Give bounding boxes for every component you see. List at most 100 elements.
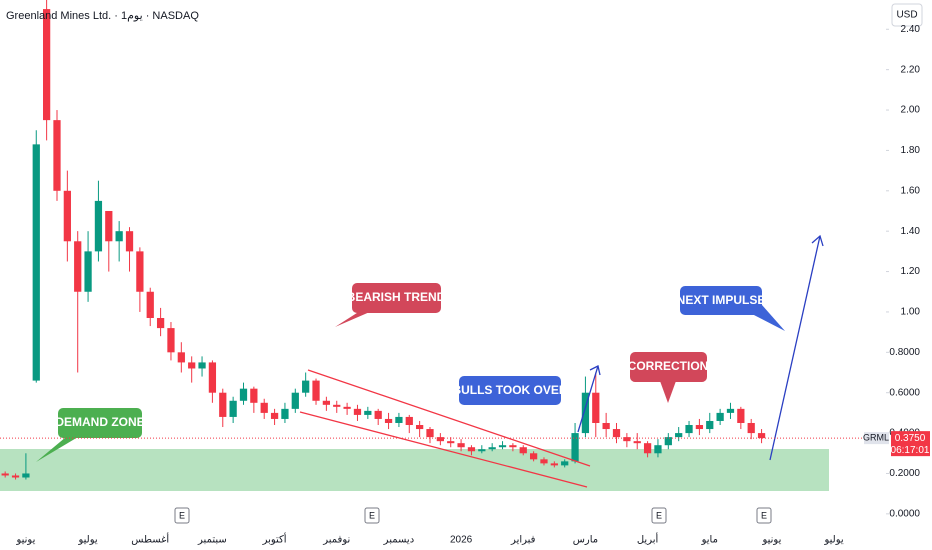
- candle-body: [612, 429, 621, 438]
- earnings-label: E: [656, 510, 662, 520]
- candle-body: [322, 400, 331, 405]
- symbol-label: GRML: [863, 433, 889, 443]
- candle-body: [685, 425, 693, 434]
- annotation: BEARISH TREND: [347, 290, 446, 304]
- candle-body: [384, 418, 393, 423]
- candle-body: [602, 422, 610, 430]
- candle-body: [260, 402, 268, 413]
- y-tick-label: 2.40: [901, 24, 921, 35]
- candle-body: [747, 422, 755, 434]
- candle-body: [405, 416, 413, 426]
- candle-body: [664, 437, 672, 446]
- earnings-marker: [364, 507, 380, 524]
- candle-body: [737, 408, 745, 423]
- candle-body: [633, 441, 641, 444]
- callout: NEXT IMPULSE: [677, 286, 785, 331]
- candle-body: [63, 190, 71, 242]
- callout: BEARISH TREND: [335, 283, 446, 327]
- callout: CORRECTION: [628, 352, 709, 403]
- candle-body: [716, 412, 724, 421]
- candle-body: [239, 388, 248, 401]
- candle-body: [115, 231, 123, 242]
- currency-label[interactable]: USD: [896, 10, 917, 21]
- callout: BULLS TOOK OVER: [452, 376, 568, 405]
- x-tick-label: مايو: [701, 535, 718, 546]
- earnings-marker: [174, 507, 190, 524]
- price-tag: [891, 431, 930, 457]
- arrow: [769, 235, 821, 461]
- candle-body: [757, 433, 766, 439]
- candle-body: [11, 475, 20, 478]
- candle-body: [498, 445, 507, 448]
- candle-body: [94, 200, 103, 252]
- candle-body: [281, 408, 289, 419]
- earnings-marker: [756, 507, 772, 524]
- candle-body: [478, 449, 486, 452]
- candle-body: [447, 441, 455, 444]
- y-tick-label: 1.80: [901, 145, 921, 156]
- candle-body: [198, 362, 206, 369]
- candle-body: [695, 425, 704, 430]
- candle-body: [53, 120, 61, 191]
- candle-body: [333, 404, 341, 407]
- candle-body: [364, 410, 372, 415]
- candle-body: [312, 380, 320, 401]
- candle-body: [22, 473, 30, 478]
- candle-body: [208, 362, 217, 393]
- x-tick-label: يوليو: [77, 535, 97, 546]
- candle-body: [654, 445, 662, 454]
- earnings-label: E: [369, 510, 375, 520]
- x-tick-label: ديسمبر: [383, 535, 414, 546]
- candle-body: [519, 447, 527, 454]
- candle-body: [426, 429, 434, 438]
- y-tick-label: 0.2000: [889, 468, 920, 479]
- currency-button[interactable]: [891, 3, 923, 27]
- candle-body: [270, 412, 279, 419]
- y-tick-label: 0.0000: [889, 508, 920, 519]
- candle-body: [125, 231, 134, 252]
- earnings-label: E: [179, 510, 185, 520]
- candle-body: [540, 459, 548, 464]
- candle-body: [177, 352, 185, 363]
- y-tick-label: 1.00: [901, 307, 921, 318]
- annotation: NEXT IMPULSE: [677, 293, 766, 307]
- countdown-label: 06:17:01: [891, 445, 930, 456]
- candle-body: [726, 408, 735, 413]
- callout: DEMAND ZONE: [36, 408, 145, 462]
- x-tick-label: فبراير: [510, 535, 536, 546]
- earnings-marker: [651, 507, 667, 524]
- x-tick-label: أغسطس: [131, 533, 169, 546]
- chart-title: Greenland Mines Ltd. · 1يوم · NASDAQ: [6, 10, 199, 22]
- candle-body: [488, 447, 496, 450]
- y-tick-label: 0.6000: [889, 387, 920, 398]
- arrow: [577, 365, 599, 433]
- candle-body: [436, 437, 444, 442]
- candle-body: [353, 408, 362, 415]
- candle-body: [457, 443, 465, 448]
- candle-body: [188, 362, 196, 369]
- candle-body: [529, 453, 538, 460]
- annotation: CORRECTION: [628, 359, 709, 373]
- candle-body: [250, 388, 258, 403]
- x-tick-label: مارس: [573, 535, 598, 546]
- x-tick-label: يونيو: [761, 535, 781, 546]
- candle-body: [343, 406, 351, 409]
- x-tick-label: سبتمبر: [197, 535, 227, 546]
- price-label: 0.3750: [895, 433, 926, 444]
- candle-body: [416, 425, 424, 430]
- candle-body: [706, 420, 714, 430]
- trend-line: [299, 411, 588, 488]
- candle-body: [291, 392, 299, 409]
- annotation: DEMAND ZONE: [55, 415, 144, 429]
- candle-body: [623, 437, 631, 442]
- candle-body: [74, 241, 82, 292]
- candle-body: [229, 400, 237, 417]
- x-tick-label: أكتوبر: [262, 533, 287, 546]
- x-tick-label: يونيو: [15, 535, 35, 546]
- plot-area: [1, 0, 766, 480]
- candle-body: [1, 473, 9, 476]
- y-tick-label: 1.60: [901, 185, 921, 196]
- x-tick-label: يوليو: [824, 535, 844, 546]
- candle-body: [561, 461, 569, 466]
